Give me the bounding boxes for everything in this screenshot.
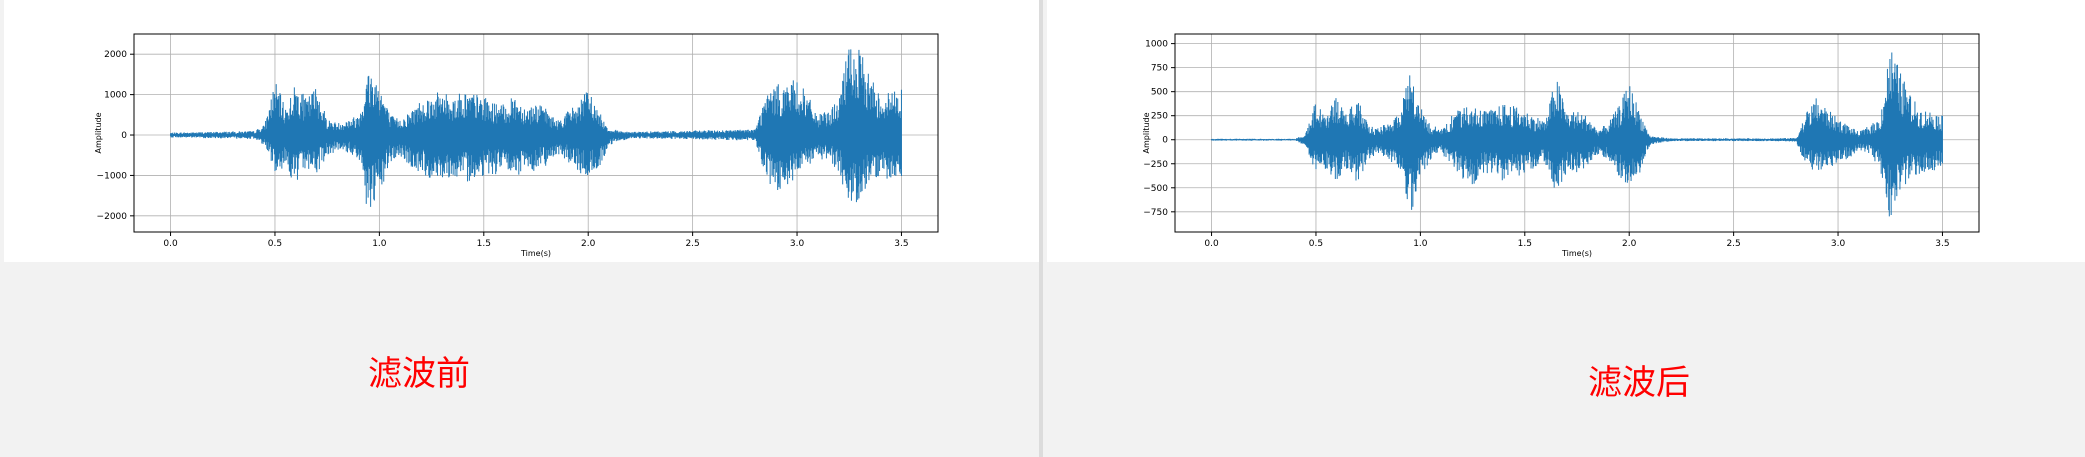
waveform-series	[170, 49, 902, 207]
x-tick-label: 3.5	[894, 239, 908, 249]
y-tick-label: 0	[1162, 136, 1168, 146]
x-tick-label: 3.0	[790, 239, 805, 249]
before-filter-panel: 0.0 0.5 1.0 1.5 2.0 2.5 3.0 3.5 −2000 −1000 0 1000 2…	[0, 0, 1039, 457]
y-tick-label: −2000	[97, 212, 128, 222]
y-tick-label: 750	[1151, 64, 1168, 74]
x-tick-label: 0.5	[1309, 239, 1323, 249]
after-filter-caption: 滤波后	[1588, 363, 1690, 403]
plot-frame	[133, 33, 939, 233]
before-filter-caption: 滤波前	[368, 354, 470, 394]
panel-divider	[1039, 0, 1043, 457]
y-tick-label: 250	[1151, 112, 1168, 122]
x-tick-label: 0.5	[268, 239, 282, 249]
after-filter-plot-card: 0.0 0.5 1.0 1.5 2.0 2.5 3.0 3.5 −750 −500 −250 0 250…	[1047, 0, 2085, 262]
x-tick-label: 0.0	[163, 239, 178, 249]
x-tick-label: 2.0	[581, 239, 596, 249]
y-tick-label: −750	[1143, 208, 1168, 218]
y-tick-label: 1000	[1145, 40, 1168, 50]
x-tick-label: 1.0	[372, 239, 387, 249]
y-tick-label: 0	[121, 131, 127, 141]
before-filter-chart: 0.0 0.5 1.0 1.5 2.0 2.5 3.0 3.5 −2000 −1000 0 1000 2…	[94, 33, 939, 258]
before-filter-plot-card: 0.0 0.5 1.0 1.5 2.0 2.5 3.0 3.5 −2000 −1000 0 1000 2…	[4, 0, 1039, 262]
x-tick-label: 2.5	[1726, 239, 1740, 249]
plot-frame	[1174, 33, 1980, 233]
x-tick-label: 1.0	[1413, 239, 1428, 249]
x-tick-label: 3.5	[1935, 239, 1949, 249]
x-axis-label: Time(s)	[1561, 249, 1592, 258]
x-tick-label: 0.0	[1204, 239, 1219, 249]
y-axis-label: Amplitude	[1142, 112, 1151, 153]
y-tick-label: −1000	[97, 171, 128, 181]
x-tick-label: 3.0	[1831, 239, 1846, 249]
waveform-series	[1211, 52, 1943, 217]
after-filter-panel: 0.0 0.5 1.0 1.5 2.0 2.5 3.0 3.5 −750 −500 −250 0 250…	[1043, 0, 2085, 457]
x-axis-label: Time(s)	[520, 249, 551, 258]
y-tick-label: −250	[1143, 160, 1168, 170]
x-tick-label: 1.5	[1518, 239, 1532, 249]
x-tick-label: 1.5	[477, 239, 491, 249]
y-axis-label: Amplitude	[94, 112, 103, 153]
after-filter-chart: 0.0 0.5 1.0 1.5 2.0 2.5 3.0 3.5 −750 −500 −250 0 250…	[1142, 33, 1980, 258]
y-tick-label: −500	[1143, 184, 1168, 194]
y-tick-label: 500	[1151, 88, 1168, 98]
x-tick-label: 2.5	[685, 239, 699, 249]
y-tick-label: 1000	[104, 91, 127, 101]
y-tick-label: 2000	[104, 50, 127, 60]
x-tick-label: 2.0	[1622, 239, 1637, 249]
